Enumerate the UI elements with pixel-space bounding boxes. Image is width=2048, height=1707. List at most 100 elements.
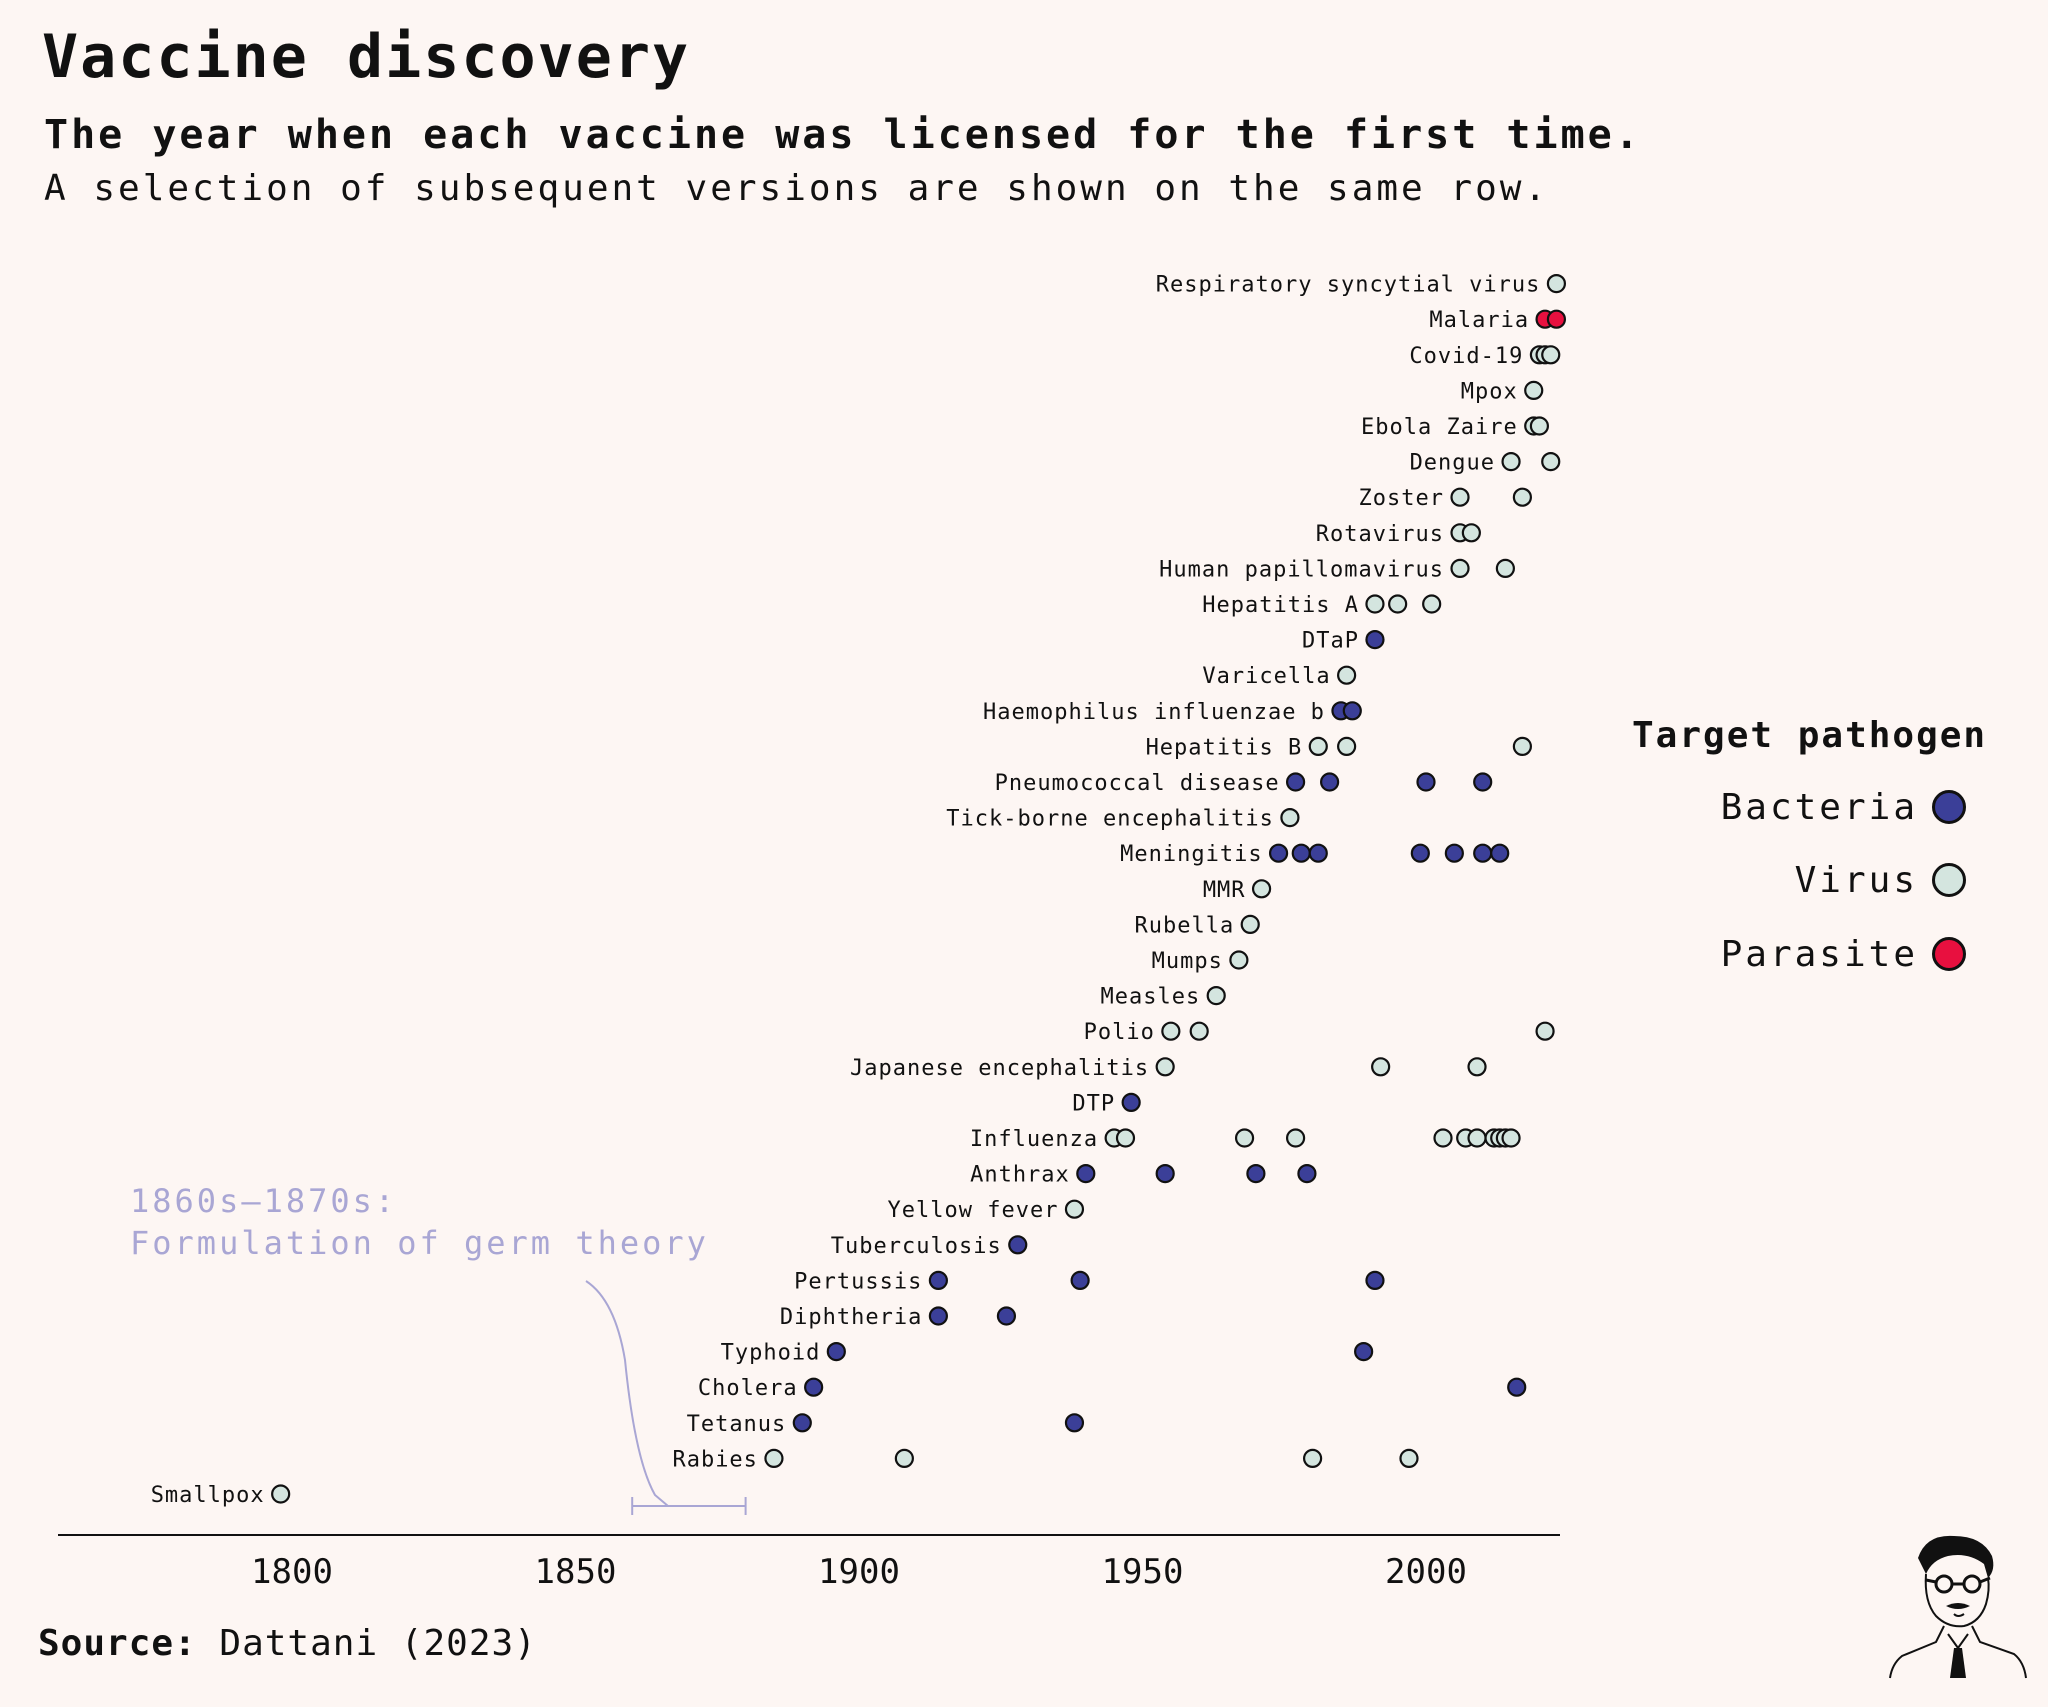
data-point	[1422, 594, 1442, 614]
row-pneumococcal-disease: Pneumococcal disease	[995, 771, 1493, 796]
data-point	[1450, 487, 1470, 507]
data-point	[996, 1306, 1017, 1326]
row-haemophilus-influenzae-b: Haemophilus influenzae b	[983, 700, 1362, 725]
row-label: Tick-borne encephalitis	[946, 807, 1274, 832]
data-point	[1512, 487, 1532, 507]
data-point	[1467, 1057, 1487, 1077]
row-label: Hepatitis B	[1146, 735, 1303, 760]
row-label: Rabies	[672, 1447, 757, 1472]
data-point	[1308, 736, 1328, 757]
data-point	[1416, 772, 1436, 792]
annotation-bracket	[585, 1280, 747, 1515]
rows: Smallpox Rabies Tetanus Cholera Typhoid Dipht…	[151, 273, 1567, 1508]
data-point	[1365, 1270, 1385, 1291]
x-tick-label: 2000	[1385, 1552, 1467, 1592]
row-label: Rotavirus	[1316, 522, 1444, 547]
data-point	[1546, 309, 1567, 329]
legend-label-bacteria: Bacteria	[1720, 786, 1918, 828]
legend-item-virus: Virus	[1795, 858, 1966, 902]
x-tick-label: 1850	[535, 1552, 617, 1592]
data-point	[271, 1484, 291, 1504]
data-point	[1490, 843, 1510, 863]
virus-swatch	[1932, 863, 1966, 897]
row-label: Polio	[1084, 1020, 1155, 1045]
legend-item-parasite: Parasite	[1721, 932, 1966, 976]
row-mpox: Mpox	[1461, 379, 1544, 404]
chart-note: A selection of subsequent versions are s…	[44, 168, 1550, 209]
data-point	[1206, 985, 1226, 1006]
x-tick-label: 1900	[818, 1552, 900, 1592]
legend-label-parasite: Parasite	[1720, 933, 1918, 975]
x-axis: 1800 1850 1900 1950 2000	[58, 1534, 1560, 1592]
data-point	[1473, 772, 1493, 792]
data-point	[826, 1341, 846, 1362]
row-diphtheria: Diphtheria	[780, 1305, 1017, 1330]
data-point	[1524, 380, 1544, 400]
data-point	[1342, 701, 1362, 721]
row-tuberculosis: Tuberculosis	[831, 1234, 1028, 1259]
row-dtap: DTaP	[1302, 629, 1385, 654]
data-point	[792, 1413, 812, 1433]
data-point	[1461, 523, 1481, 543]
data-point	[1064, 1413, 1085, 1433]
chart-title: Vaccine discovery	[42, 22, 691, 92]
row-pertussis: Pertussis	[794, 1269, 1385, 1294]
data-point	[1302, 1448, 1323, 1469]
parasite-swatch	[1932, 937, 1966, 971]
data-point	[1371, 1057, 1391, 1077]
data-point	[1337, 665, 1357, 685]
data-point	[1546, 274, 1567, 294]
data-point	[764, 1448, 784, 1469]
germ-theory-annotation: 1860s–1870s: Formulation of germ theory	[130, 1180, 709, 1264]
data-point	[1450, 558, 1470, 579]
data-point	[1121, 1092, 1141, 1113]
data-point	[1337, 736, 1357, 757]
data-point	[894, 1448, 914, 1469]
row-mmr: MMR	[1203, 878, 1272, 903]
row-dtp: DTP	[1072, 1091, 1141, 1116]
row-dengue: Dengue	[1410, 451, 1561, 476]
row-label: Human papillomavirus	[1159, 557, 1444, 582]
row-smallpox: Smallpox	[151, 1483, 291, 1508]
data-point	[1433, 1128, 1453, 1148]
data-point	[1070, 1270, 1090, 1291]
data-point	[1161, 1021, 1181, 1041]
data-point	[928, 1306, 948, 1326]
row-hepatitis-a: Hepatitis A	[1202, 593, 1442, 618]
row-label: Influenza	[970, 1127, 1098, 1152]
source-label: Source:	[38, 1623, 197, 1664]
annotation-connector	[585, 1280, 669, 1507]
x-tick-label: 1800	[251, 1552, 333, 1592]
row-respiratory-syncytial-virus: Respiratory syncytial virus	[1156, 273, 1567, 298]
data-point	[1507, 1377, 1527, 1397]
data-point	[1064, 1199, 1085, 1219]
row-label: Cholera	[698, 1376, 798, 1401]
row-malaria: Malaria	[1429, 308, 1567, 333]
legend-label-virus: Virus	[1794, 859, 1918, 901]
data-point	[1410, 843, 1430, 863]
data-point	[804, 1377, 824, 1397]
row-label: Malaria	[1429, 308, 1529, 333]
data-point	[1444, 843, 1464, 863]
row-label: Rubella	[1135, 913, 1235, 938]
row-label: Meningitis	[1120, 842, 1262, 867]
annotation-line-1: 1860s–1870s:	[130, 1182, 398, 1220]
data-point	[1501, 452, 1521, 472]
legend-title: Target pathogen	[1632, 715, 1988, 756]
data-point	[1365, 594, 1385, 614]
row-label: DTP	[1072, 1091, 1115, 1116]
chart-subtitle: The year when each vaccine was licensed …	[44, 112, 1642, 158]
data-point	[1240, 914, 1260, 935]
data-point	[1365, 629, 1385, 650]
row-label: Pertussis	[794, 1269, 922, 1294]
data-point	[1155, 1163, 1175, 1184]
row-label: Smallpox	[151, 1483, 265, 1508]
row-label: Ebola Zaire	[1361, 415, 1518, 440]
legend-item-bacteria: Bacteria	[1721, 785, 1966, 829]
row-meningitis: Meningitis	[1120, 842, 1510, 867]
row-label: Covid-19	[1409, 344, 1523, 369]
row-label: Dengue	[1410, 451, 1495, 476]
data-point	[1501, 1128, 1521, 1148]
data-point	[1008, 1235, 1028, 1255]
data-point	[1234, 1128, 1255, 1148]
